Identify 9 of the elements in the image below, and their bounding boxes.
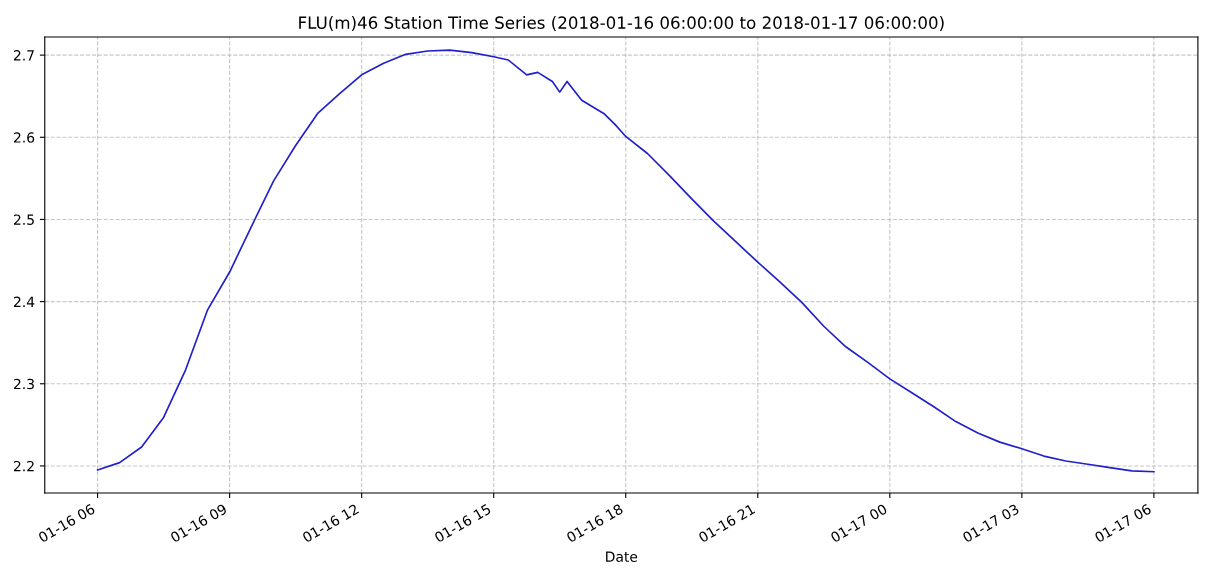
x-axis-title: Date (606, 551, 638, 562)
y-tick-label: 2.4 (13, 296, 35, 307)
y-tick-label: 2.6 (13, 132, 35, 143)
line-series (96, 49, 1155, 473)
chart-title: FLU(m)46 Station Time Series (2018-01-16 06:00:00 to 2018-01-17 06:00:00) (299, 16, 944, 31)
y-tick-label: 2.5 (13, 214, 34, 225)
y-tick-label: 2.2 (13, 460, 34, 472)
y-tick-label: 2.7 (13, 50, 34, 61)
y-tick-label: 2.3 (13, 378, 34, 390)
